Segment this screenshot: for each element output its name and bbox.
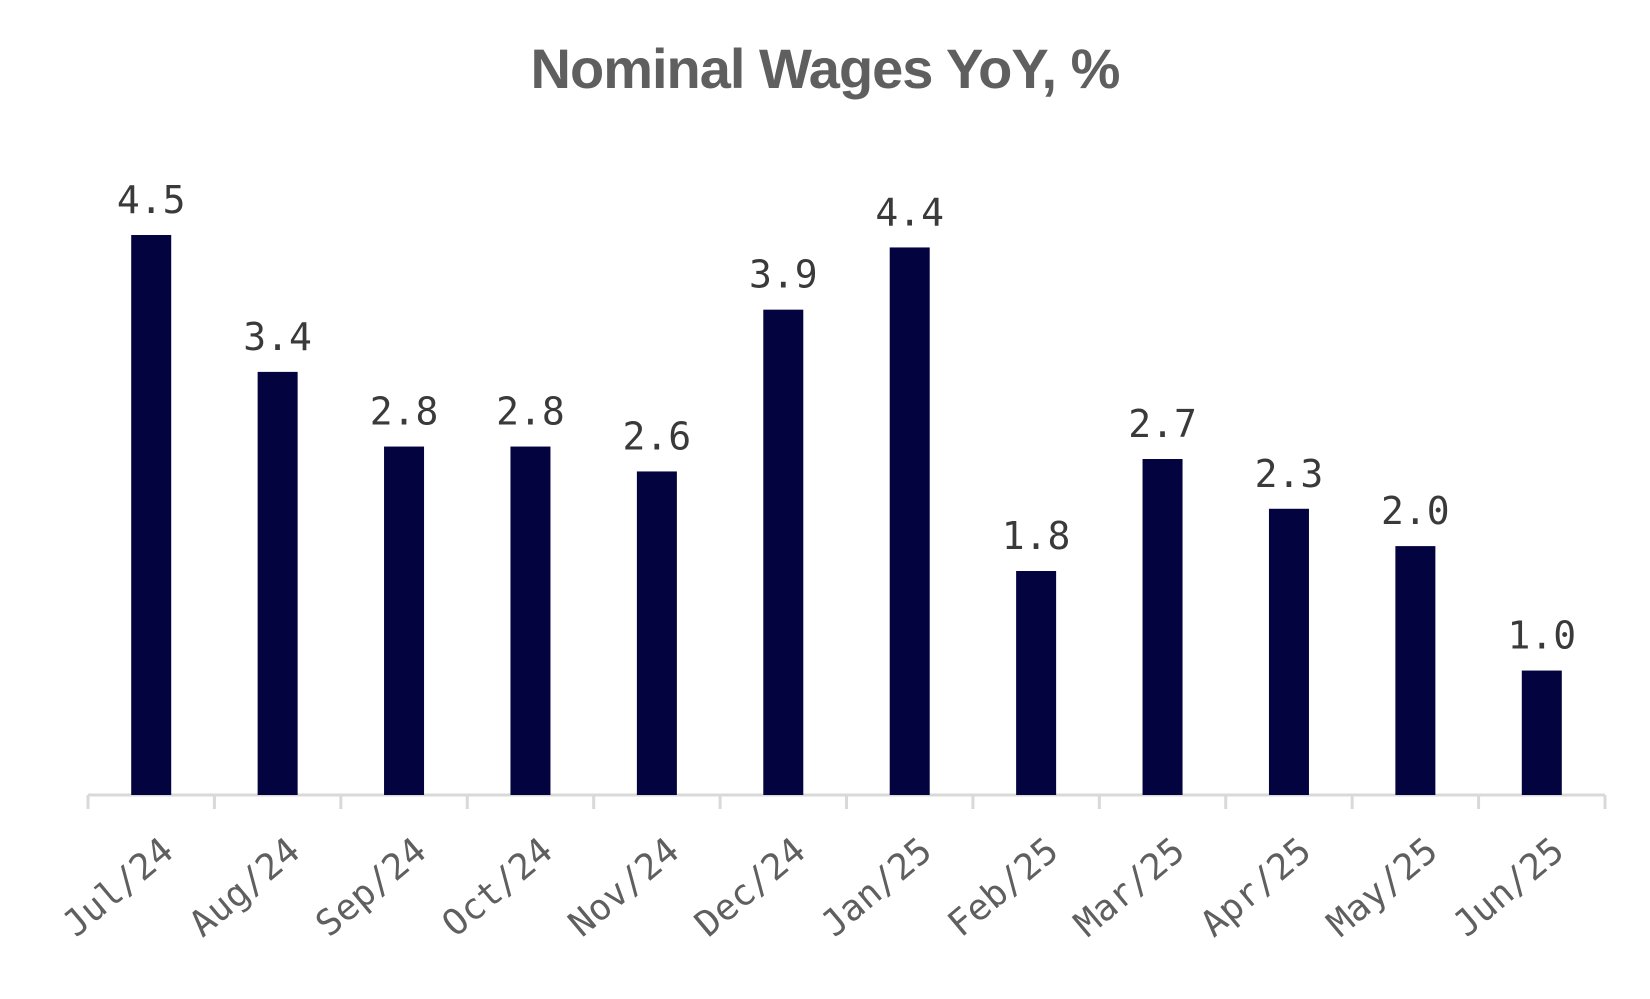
data-label: 2.7	[1128, 402, 1197, 446]
x-tick-label: Sep/24	[308, 830, 434, 945]
bar-aug-24	[257, 371, 298, 795]
bar-jul-24	[131, 235, 172, 795]
data-label: 4.4	[875, 190, 944, 234]
bar-apr-25	[1268, 508, 1309, 795]
x-tick-label: Apr/25	[1193, 830, 1319, 945]
x-tick-label: Dec/24	[688, 830, 814, 945]
data-label: 4.5	[117, 178, 186, 222]
x-tick-label: Oct/24	[435, 830, 561, 945]
data-label: 2.6	[623, 414, 692, 458]
data-label: 2.8	[370, 390, 439, 434]
data-label: 2.3	[1255, 452, 1324, 496]
chart-title: Nominal Wages YoY, %	[530, 37, 1121, 100]
bar-jun-25	[1521, 670, 1562, 795]
x-tick-label: May/25	[1320, 830, 1446, 945]
bar-jan-25	[889, 247, 930, 795]
x-tick-label: Nov/24	[561, 830, 687, 945]
bar-feb-25	[1016, 571, 1057, 795]
bar-oct-24	[510, 446, 551, 795]
data-label: 2.8	[496, 390, 565, 434]
x-tick-label: Mar/25	[1067, 830, 1193, 945]
x-tick-label: Feb/25	[940, 830, 1066, 945]
data-label: 3.9	[749, 253, 818, 297]
data-label: 3.4	[243, 315, 312, 359]
data-label: 1.8	[1002, 514, 1071, 558]
bar-dec-24	[763, 309, 804, 795]
x-tick-label: Jun/25	[1446, 830, 1572, 945]
bar-may-25	[1395, 546, 1436, 795]
data-label: 1.0	[1507, 614, 1576, 658]
bar-mar-25	[1142, 459, 1183, 795]
bar-nov-24	[636, 471, 677, 795]
x-tick-label: Jan/25	[814, 830, 940, 945]
x-tick-label: Aug/24	[182, 830, 308, 945]
x-tick-label: Jul/24	[55, 830, 181, 945]
bar-sep-24	[384, 446, 425, 795]
data-label: 2.0	[1381, 489, 1450, 533]
